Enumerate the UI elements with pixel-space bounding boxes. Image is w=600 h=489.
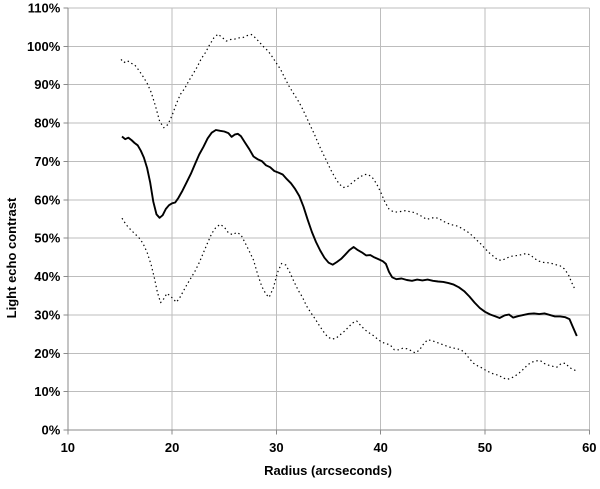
x-tick-label: 60 bbox=[582, 440, 596, 455]
x-tick-label: 20 bbox=[165, 440, 179, 455]
y-tick-label: 10% bbox=[34, 384, 60, 399]
y-axis-title: Light echo contrast bbox=[4, 197, 19, 318]
y-tick-label: 20% bbox=[34, 346, 60, 361]
y-tick-label: 70% bbox=[34, 154, 60, 169]
y-tick-label: 100% bbox=[27, 39, 61, 54]
y-tick-label: 60% bbox=[34, 192, 60, 207]
y-tick-label: 110% bbox=[28, 1, 61, 16]
axes bbox=[63, 7, 590, 435]
tick-labels: 0% 10% 20% 30% 40% 50% 60% 70% 80% 90% 100% 110% 10 2… bbox=[27, 1, 596, 456]
x-tick-label: 10 bbox=[61, 440, 75, 455]
y-tick-label: 50% bbox=[34, 231, 60, 246]
x-axis-title: Radius (arcseconds) bbox=[264, 463, 392, 478]
series-dotted-line bbox=[120, 33, 576, 290]
x-tick-label: 40 bbox=[373, 440, 387, 455]
gridlines bbox=[67, 7, 590, 430]
y-tick-label: 0% bbox=[42, 423, 61, 438]
x-tick-label: 30 bbox=[269, 440, 283, 455]
series-solid-line bbox=[121, 129, 578, 337]
y-tick-label: 30% bbox=[34, 307, 60, 322]
y-tick-label: 40% bbox=[34, 269, 60, 284]
y-tick-label: 90% bbox=[34, 77, 60, 92]
data-series bbox=[120, 33, 578, 380]
x-tick-label: 50 bbox=[478, 440, 492, 455]
y-tick-label: 80% bbox=[34, 116, 60, 131]
series-dotted-line bbox=[121, 217, 578, 380]
